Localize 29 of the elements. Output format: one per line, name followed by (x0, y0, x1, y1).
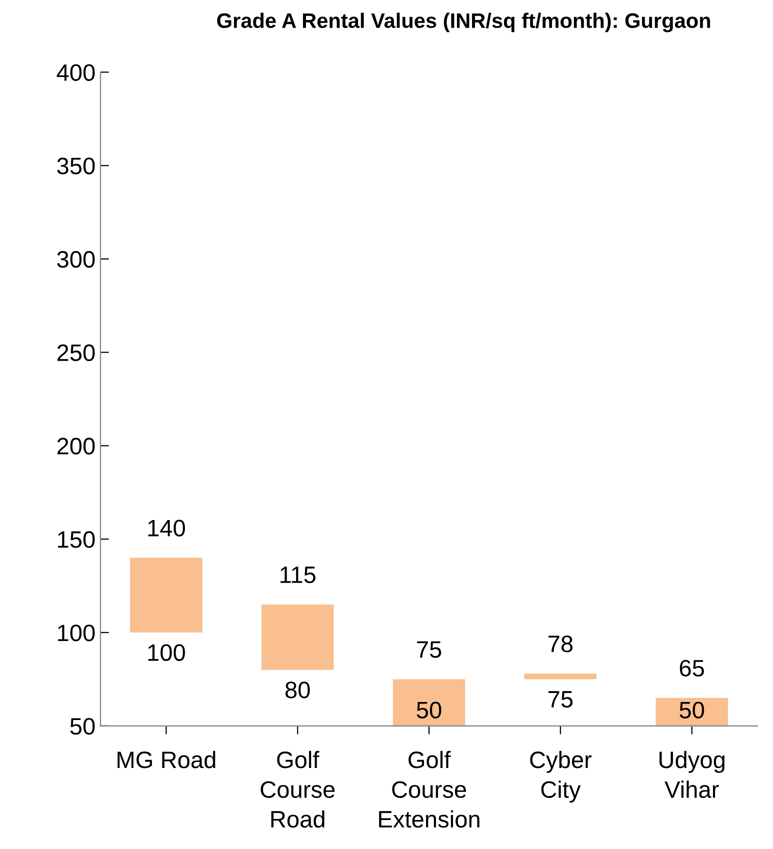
annotation: 75 (548, 691, 573, 708)
annotation: 65 (680, 660, 704, 677)
x-tick-label: Udyog Vihar (660, 750, 724, 798)
annotation: 50 (416, 702, 442, 718)
bar (656, 698, 728, 726)
bar (130, 558, 202, 633)
y-tick-label: 250 (57, 344, 95, 362)
y-tick-label: 350 (57, 158, 95, 174)
y-tick-label: 100 (58, 624, 95, 642)
annotation: 140 (148, 520, 185, 536)
annotation: 80 (286, 682, 310, 698)
bar (261, 604, 334, 670)
y-tick-label: 400 (56, 64, 95, 81)
x-tick-label: Golf Course Extension (379, 750, 480, 828)
bar (524, 674, 597, 680)
y-tick-label: 50 (70, 718, 95, 735)
annotation: 100 (148, 644, 185, 661)
x-tick-label: Cyber City (530, 750, 592, 803)
annotation: 75 (417, 641, 442, 658)
x-tick-label: MG Road (118, 750, 216, 768)
annotation: 50 (680, 702, 704, 718)
y-tick-label: 200 (57, 438, 95, 455)
x-tick-label: Golf Course Road (260, 750, 335, 828)
bar (392, 679, 466, 726)
annotation: 78 (548, 636, 573, 652)
y-tick-label: 300 (57, 251, 95, 268)
chart-title: Grade A Rental Values (INR/sq ft/month): Gurgaon (217, 12, 710, 32)
y-tick-label: 150 (58, 531, 95, 548)
annotation: 115 (280, 566, 316, 584)
